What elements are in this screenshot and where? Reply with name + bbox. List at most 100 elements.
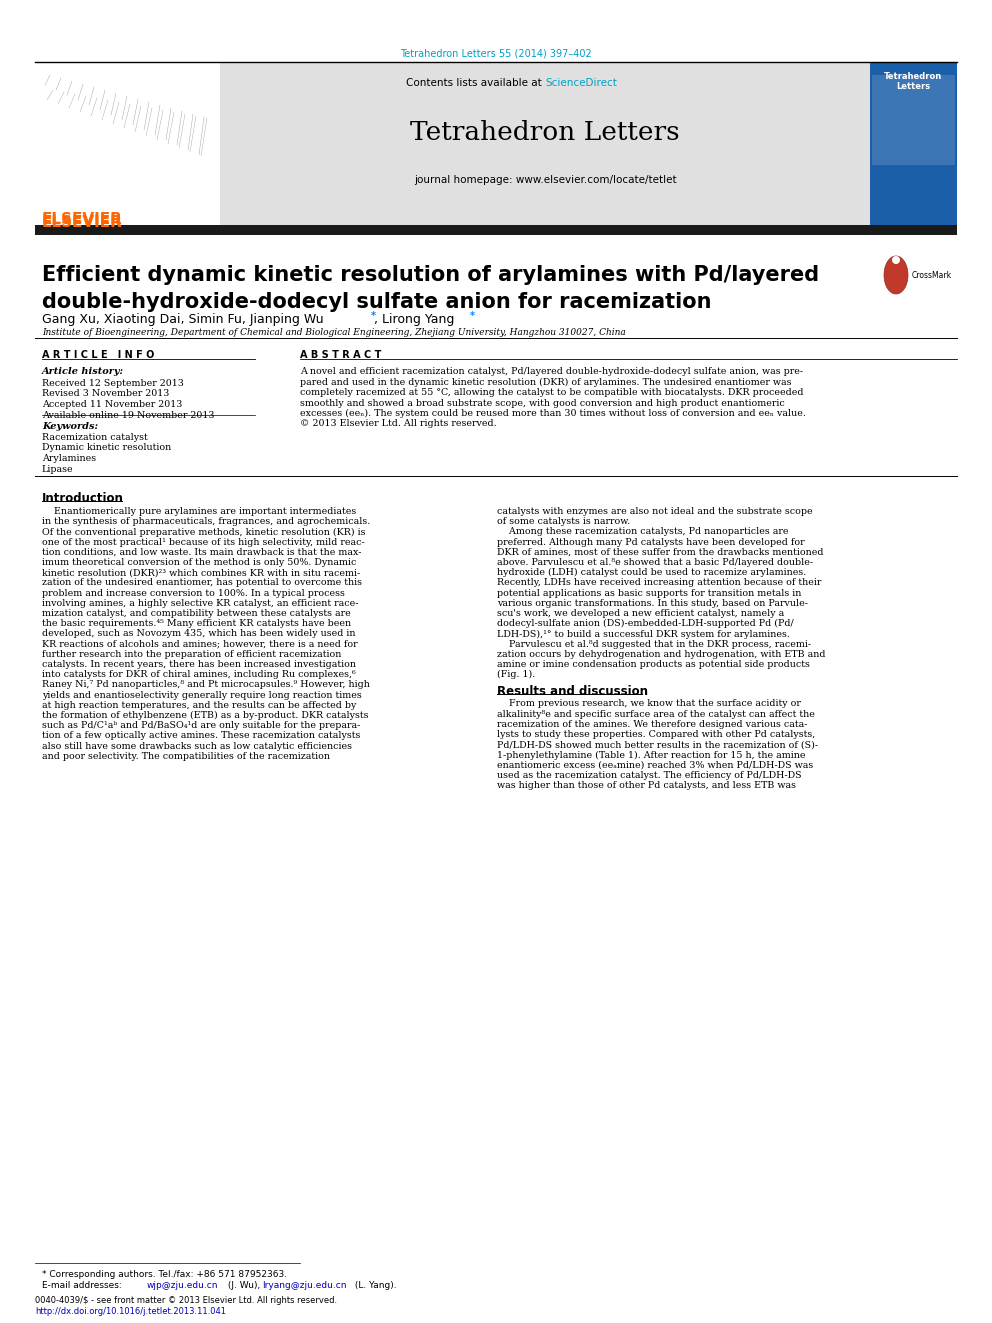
Text: ELSEVIER: ELSEVIER xyxy=(42,212,123,228)
FancyBboxPatch shape xyxy=(870,64,957,225)
Text: A R T I C L E   I N F O: A R T I C L E I N F O xyxy=(42,351,155,360)
Text: smoothly and showed a broad substrate scope, with good conversion and high produ: smoothly and showed a broad substrate sc… xyxy=(300,398,785,407)
Text: dodecyl-sulfate anion (DS)-embedded-LDH-supported Pd (Pd/: dodecyl-sulfate anion (DS)-embedded-LDH-… xyxy=(497,619,794,628)
Text: lysts to study these properties. Compared with other Pd catalysts,: lysts to study these properties. Compare… xyxy=(497,730,815,740)
Text: Arylamines: Arylamines xyxy=(42,454,96,463)
Text: yields and enantioselectivity generally require long reaction times: yields and enantioselectivity generally … xyxy=(42,691,362,700)
Text: E-mail addresses:: E-mail addresses: xyxy=(42,1281,125,1290)
FancyBboxPatch shape xyxy=(220,64,870,225)
Text: problem and increase conversion to 100%. In a typical process: problem and increase conversion to 100%.… xyxy=(42,589,345,598)
Text: one of the most practical¹ because of its high selectivity, mild reac-: one of the most practical¹ because of it… xyxy=(42,537,365,546)
Text: A B S T R A C T: A B S T R A C T xyxy=(300,351,381,360)
Text: Results and discussion: Results and discussion xyxy=(497,685,648,699)
Text: preferred. Although many Pd catalysts have been developed for: preferred. Although many Pd catalysts ha… xyxy=(497,537,805,546)
Text: imum theoretical conversion of the method is only 50%. Dynamic: imum theoretical conversion of the metho… xyxy=(42,558,356,568)
Text: lryang@zju.edu.cn: lryang@zju.edu.cn xyxy=(262,1281,346,1290)
Text: at high reaction temperatures, and the results can be affected by: at high reaction temperatures, and the r… xyxy=(42,701,356,710)
Text: in the synthesis of pharmaceuticals, fragrances, and agrochemicals.: in the synthesis of pharmaceuticals, fra… xyxy=(42,517,370,527)
Text: From previous research, we know that the surface acidity or: From previous research, we know that the… xyxy=(497,700,801,708)
Text: various organic transformations. In this study, based on Parvule-: various organic transformations. In this… xyxy=(497,599,808,607)
Text: Tetrahedron Letters 55 (2014) 397–402: Tetrahedron Letters 55 (2014) 397–402 xyxy=(400,48,592,58)
Text: excesses (eeₙ). The system could be reused more than 30 times without loss of co: excesses (eeₙ). The system could be reus… xyxy=(300,409,806,418)
Text: Enantiomerically pure arylamines are important intermediates: Enantiomerically pure arylamines are imp… xyxy=(42,507,356,516)
Text: alkalinity⁸e and specific surface area of the catalyst can affect the: alkalinity⁸e and specific surface area o… xyxy=(497,709,814,718)
Text: Raney Ni,⁷ Pd nanoparticles,⁸ and Pt microcapsules.⁹ However, high: Raney Ni,⁷ Pd nanoparticles,⁸ and Pt mic… xyxy=(42,680,370,689)
Text: racemization of the amines. We therefore designed various cata-: racemization of the amines. We therefore… xyxy=(497,720,807,729)
Text: developed, such as Novozym 435, which has been widely used in: developed, such as Novozym 435, which ha… xyxy=(42,630,355,639)
Text: Tetrahedron Letters: Tetrahedron Letters xyxy=(410,120,680,146)
Text: LDH-DS),¹° to build a successful DKR system for arylamines.: LDH-DS),¹° to build a successful DKR sys… xyxy=(497,630,790,639)
Text: further research into the preparation of efficient racemization: further research into the preparation of… xyxy=(42,650,341,659)
Text: Among these racemization catalysts, Pd nanoparticles are: Among these racemization catalysts, Pd n… xyxy=(497,528,789,536)
Text: © 2013 Elsevier Ltd. All rights reserved.: © 2013 Elsevier Ltd. All rights reserved… xyxy=(300,419,497,429)
Text: journal homepage: www.elsevier.com/locate/tetlet: journal homepage: www.elsevier.com/locat… xyxy=(414,175,677,185)
Text: Revised 3 November 2013: Revised 3 November 2013 xyxy=(42,389,170,398)
Text: *: * xyxy=(371,311,376,321)
Text: ELSEVIER: ELSEVIER xyxy=(42,216,123,230)
Text: 0040-4039/$ - see front matter © 2013 Elsevier Ltd. All rights reserved.: 0040-4039/$ - see front matter © 2013 El… xyxy=(35,1297,337,1304)
Text: tion conditions, and low waste. Its main drawback is that the max-: tion conditions, and low waste. Its main… xyxy=(42,548,361,557)
Text: ScienceDirect: ScienceDirect xyxy=(545,78,617,89)
Text: zation occurs by dehydrogenation and hydrogenation, with ETB and: zation occurs by dehydrogenation and hyd… xyxy=(497,650,825,659)
Text: KR reactions of alcohols and amines; however, there is a need for: KR reactions of alcohols and amines; how… xyxy=(42,639,358,648)
Text: tion of a few optically active amines. These racemization catalysts: tion of a few optically active amines. T… xyxy=(42,732,360,741)
Text: Lipase: Lipase xyxy=(42,464,73,474)
Text: 1-phenylethylamine (Table 1). After reaction for 15 h, the amine: 1-phenylethylamine (Table 1). After reac… xyxy=(497,750,806,759)
Text: into catalysts for DKR of chiral amines, including Ru complexes,⁶: into catalysts for DKR of chiral amines,… xyxy=(42,671,356,679)
Text: such as Pd/C¹aᵇ and Pd/BaSO₄¹d are only suitable for the prepara-: such as Pd/C¹aᵇ and Pd/BaSO₄¹d are only … xyxy=(42,721,360,730)
Text: Efficient dynamic kinetic resolution of arylamines with Pd/layered: Efficient dynamic kinetic resolution of … xyxy=(42,265,819,284)
Text: involving amines, a highly selective KR catalyst, an efficient race-: involving amines, a highly selective KR … xyxy=(42,599,358,607)
Text: Parvulescu et al.⁸d suggested that in the DKR process, racemi-: Parvulescu et al.⁸d suggested that in th… xyxy=(497,639,811,648)
Text: above. Parvulescu et al.⁸e showed that a basic Pd/layered double-: above. Parvulescu et al.⁸e showed that a… xyxy=(497,558,813,568)
Ellipse shape xyxy=(892,255,900,265)
Text: Dynamic kinetic resolution: Dynamic kinetic resolution xyxy=(42,443,172,452)
Text: Gang Xu, Xiaoting Dai, Simin Fu, Jianping Wu: Gang Xu, Xiaoting Dai, Simin Fu, Jianpin… xyxy=(42,314,323,325)
FancyBboxPatch shape xyxy=(872,75,955,165)
Text: *: * xyxy=(470,311,475,321)
Text: Institute of Bioengineering, Department of Chemical and Biological Engineering, : Institute of Bioengineering, Department … xyxy=(42,328,626,337)
Text: was higher than those of other Pd catalysts, and less ETB was: was higher than those of other Pd cataly… xyxy=(497,781,796,790)
Text: used as the racemization catalyst. The efficiency of Pd/LDH-DS: used as the racemization catalyst. The e… xyxy=(497,771,802,779)
Text: http://dx.doi.org/10.1016/j.tetlet.2013.11.041: http://dx.doi.org/10.1016/j.tetlet.2013.… xyxy=(35,1307,226,1316)
Text: Tetrahedron
Letters: Tetrahedron Letters xyxy=(884,71,942,91)
Text: Received 12 September 2013: Received 12 September 2013 xyxy=(42,378,184,388)
Text: the basic requirements.⁴⁵ Many efficient KR catalysts have been: the basic requirements.⁴⁵ Many efficient… xyxy=(42,619,351,628)
Text: Keywords:: Keywords: xyxy=(42,422,98,431)
Text: amine or imine condensation products as potential side products: amine or imine condensation products as … xyxy=(497,660,809,669)
Text: Of the conventional preparative methods, kinetic resolution (KR) is: Of the conventional preparative methods,… xyxy=(42,528,365,537)
Text: A novel and efficient racemization catalyst, Pd/layered double-hydroxide-dodecyl: A novel and efficient racemization catal… xyxy=(300,366,804,376)
Text: zation of the undesired enantiomer, has potential to overcome this: zation of the undesired enantiomer, has … xyxy=(42,578,362,587)
Text: and poor selectivity. The compatibilities of the racemization: and poor selectivity. The compatibilitie… xyxy=(42,751,330,761)
Text: Pd/LDH-DS showed much better results in the racemization of (S)-: Pd/LDH-DS showed much better results in … xyxy=(497,740,818,749)
Text: (Fig. 1).: (Fig. 1). xyxy=(497,671,536,679)
Text: of some catalysts is narrow.: of some catalysts is narrow. xyxy=(497,517,630,527)
Text: wjp@zju.edu.cn: wjp@zju.edu.cn xyxy=(147,1281,218,1290)
Text: enantiomeric excess (eeₐmine) reached 3% when Pd/LDH-DS was: enantiomeric excess (eeₐmine) reached 3%… xyxy=(497,761,813,770)
Text: * Corresponding authors. Tel./fax: +86 571 87952363.: * Corresponding authors. Tel./fax: +86 5… xyxy=(42,1270,287,1279)
Text: hydroxide (LDH) catalyst could be used to racemize arylamines.: hydroxide (LDH) catalyst could be used t… xyxy=(497,568,806,577)
FancyBboxPatch shape xyxy=(35,225,957,235)
FancyBboxPatch shape xyxy=(38,65,216,180)
Text: also still have some drawbacks such as low catalytic efficiencies: also still have some drawbacks such as l… xyxy=(42,742,352,750)
Text: , Lirong Yang: , Lirong Yang xyxy=(374,314,454,325)
Text: Recently, LDHs have received increasing attention because of their: Recently, LDHs have received increasing … xyxy=(497,578,821,587)
Text: Racemization catalyst: Racemization catalyst xyxy=(42,433,148,442)
Text: the formation of ethylbenzene (ETB) as a by-product. DKR catalysts: the formation of ethylbenzene (ETB) as a… xyxy=(42,710,368,720)
Text: Introduction: Introduction xyxy=(42,492,124,505)
Text: CrossMark: CrossMark xyxy=(912,271,952,280)
FancyBboxPatch shape xyxy=(35,64,220,225)
Text: potential applications as basic supports for transition metals in: potential applications as basic supports… xyxy=(497,589,802,598)
Text: Contents lists available at: Contents lists available at xyxy=(406,78,545,89)
Text: completely racemized at 55 °C, allowing the catalyst to be compatible with bioca: completely racemized at 55 °C, allowing … xyxy=(300,388,804,397)
Text: pared and used in the dynamic kinetic resolution (DKR) of arylamines. The undesi: pared and used in the dynamic kinetic re… xyxy=(300,377,792,386)
Text: (L. Yang).: (L. Yang). xyxy=(352,1281,397,1290)
Text: kinetic resolution (DKR)²³ which combines KR with in situ racemi-: kinetic resolution (DKR)²³ which combine… xyxy=(42,568,360,577)
Text: catalysts with enzymes are also not ideal and the substrate scope: catalysts with enzymes are also not idea… xyxy=(497,507,812,516)
Text: scu's work, we developed a new efficient catalyst, namely a: scu's work, we developed a new efficient… xyxy=(497,609,785,618)
Text: double-hydroxide-dodecyl sulfate anion for racemization: double-hydroxide-dodecyl sulfate anion f… xyxy=(42,292,711,312)
Text: Available online 19 November 2013: Available online 19 November 2013 xyxy=(42,410,214,419)
Text: catalysts. In recent years, there has been increased investigation: catalysts. In recent years, there has be… xyxy=(42,660,356,669)
Text: (J. Wu),: (J. Wu), xyxy=(225,1281,263,1290)
Text: Article history:: Article history: xyxy=(42,366,124,376)
Text: DKR of amines, most of these suffer from the drawbacks mentioned: DKR of amines, most of these suffer from… xyxy=(497,548,823,557)
